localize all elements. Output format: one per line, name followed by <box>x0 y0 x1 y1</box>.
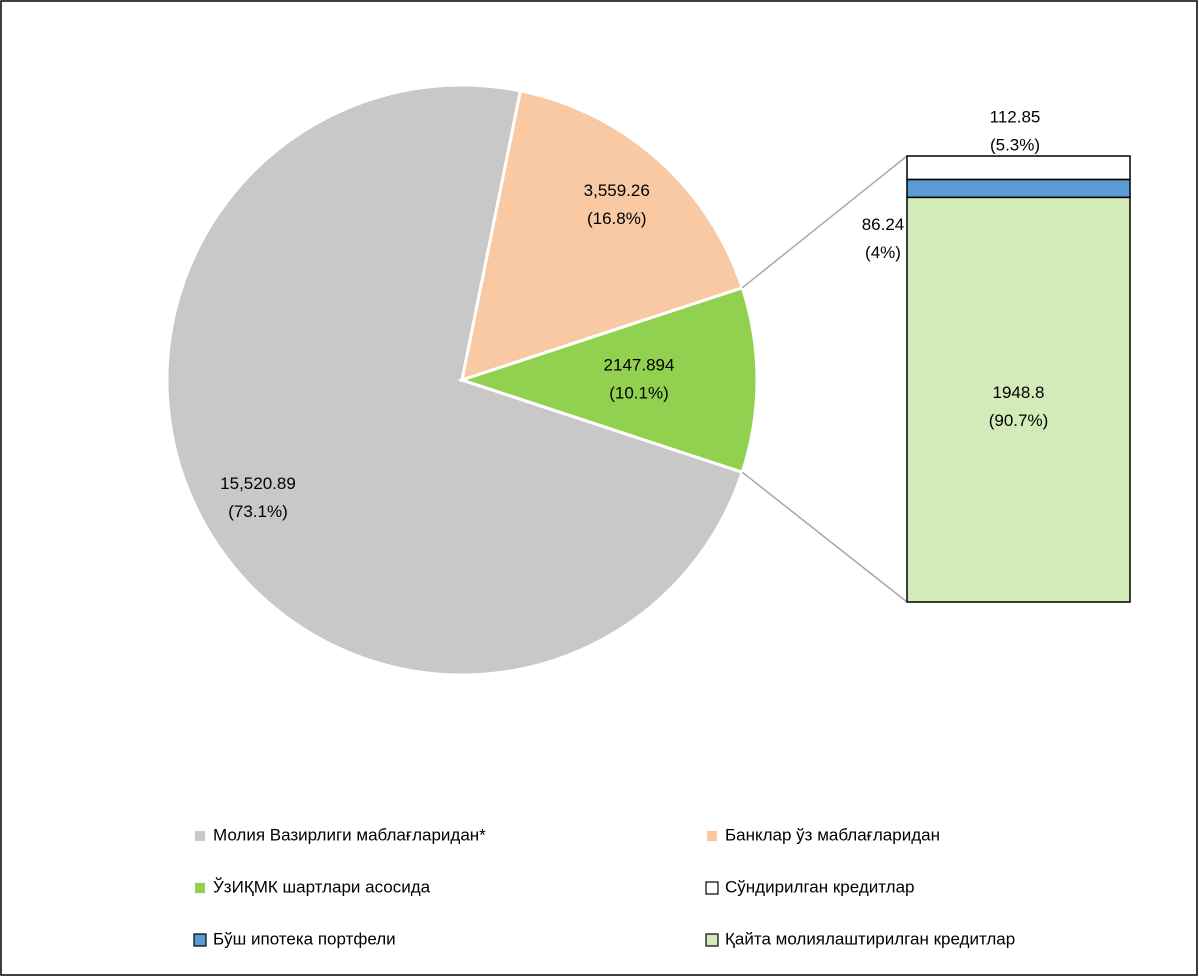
bar-percent-label: (5.3%) <box>990 135 1040 154</box>
slice-percent-label: (16.8%) <box>587 209 647 228</box>
slice-value-label: 3,559.26 <box>584 181 650 200</box>
legend-label: Молия Вазирлиги маблағларидан* <box>213 825 486 844</box>
bar-percent-label: (90.7%) <box>989 411 1049 430</box>
legend-label: ЎзИҚМК шартлари асосида <box>213 876 431 896</box>
connector-line <box>741 471 908 603</box>
legend-marker <box>195 883 205 893</box>
connector-line <box>741 155 908 289</box>
bar-value-label: 86.24 <box>862 215 905 234</box>
bar-segment <box>906 196 1131 603</box>
legend-label: Бўш ипотека портфели <box>213 929 396 948</box>
legend-marker <box>705 933 719 947</box>
pie-slice <box>165 83 745 677</box>
slice-value-label: 2147.894 <box>604 355 675 374</box>
bar-percent-label: (4%) <box>865 243 901 262</box>
legend-label: Сўндирилган кредитлар <box>725 877 914 896</box>
legend-marker <box>193 933 207 947</box>
legend-marker <box>707 831 717 841</box>
bar-value-label: 1948.8 <box>993 383 1045 402</box>
legend-label: Қайта молиялаштирилган кредитлар <box>725 929 1015 948</box>
bar-value-label: 112.85 <box>990 107 1041 126</box>
pie-slice <box>457 285 759 475</box>
slice-percent-label: (10.1%) <box>609 383 669 402</box>
legend-label: Банклар ўз маблағларидан <box>725 825 940 844</box>
legend-marker <box>195 831 205 841</box>
slice-value-label: 15,520.89 <box>220 474 296 493</box>
bar-segment <box>906 155 1131 181</box>
slice-percent-label: (73.1%) <box>228 502 288 521</box>
bar-segment <box>906 178 1131 199</box>
legend-marker <box>705 881 719 895</box>
pie-slice <box>460 89 745 383</box>
